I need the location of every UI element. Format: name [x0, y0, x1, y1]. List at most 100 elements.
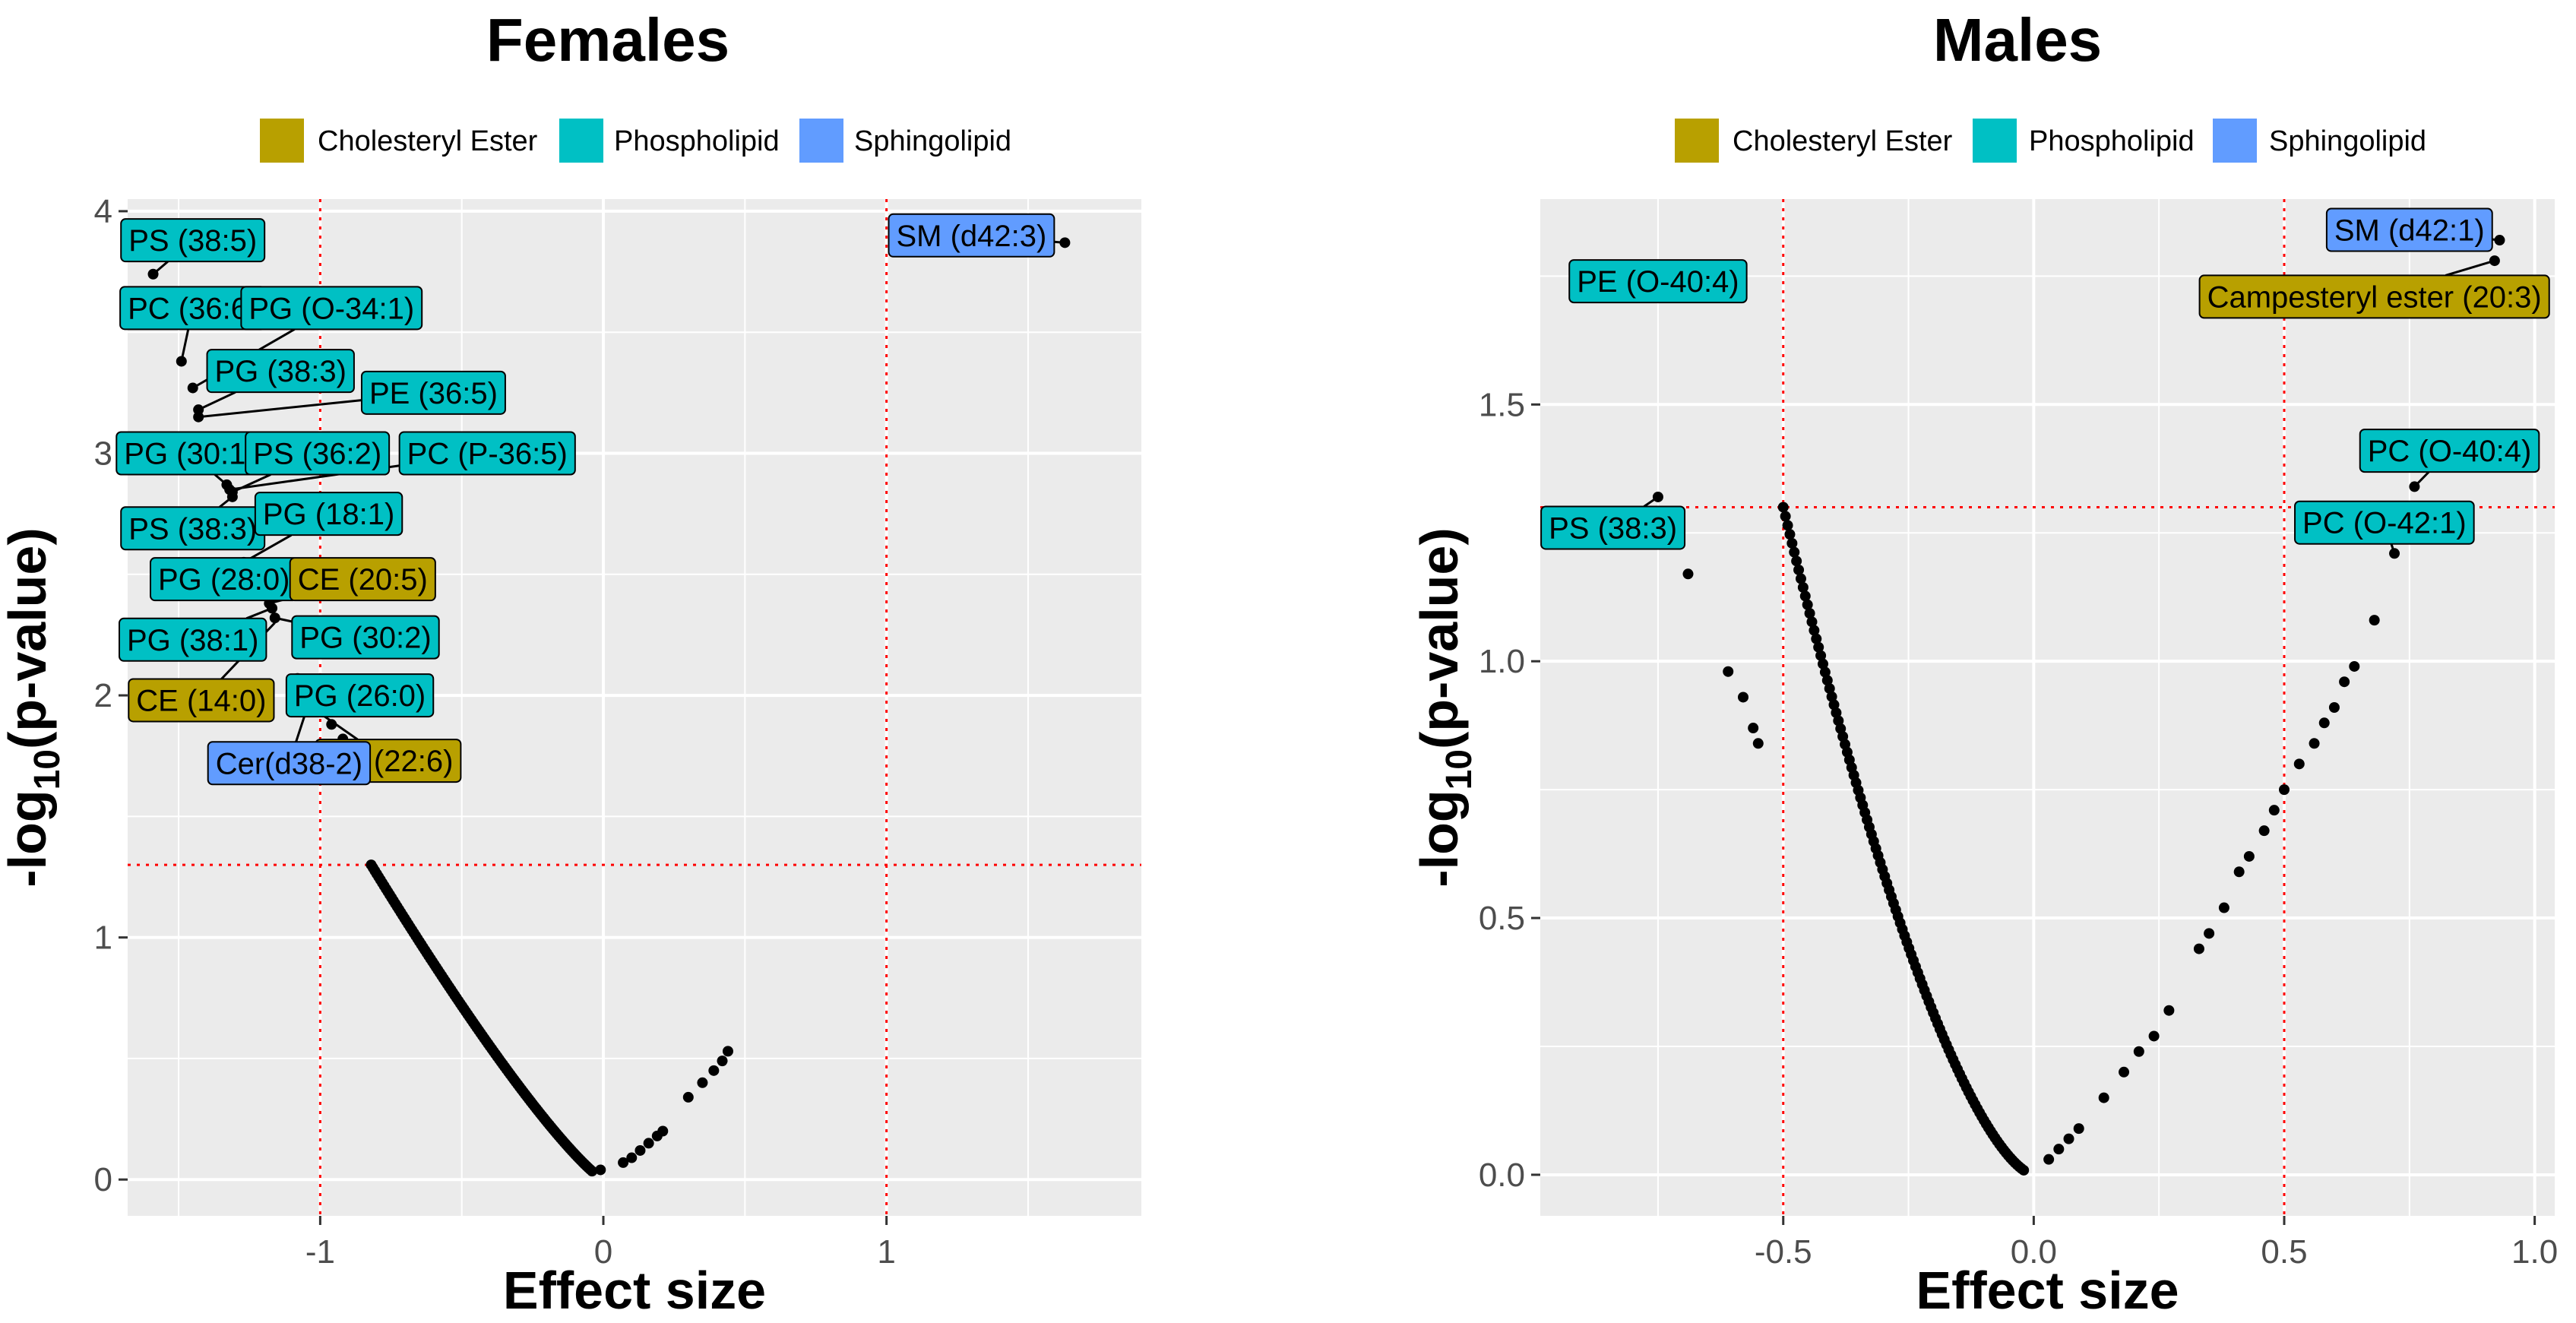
label-leader-line: [198, 399, 362, 419]
females-panel: Females Cholesteryl Ester Phospholipid Sphi…: [0, 6, 1141, 1320]
label-text: CE (20:5): [298, 563, 428, 597]
label-text: PE (O-40:4): [1577, 265, 1739, 299]
label-leader-line: [2492, 238, 2500, 242]
data-point: [2053, 1144, 2065, 1155]
label-box: [206, 349, 355, 394]
label-box: [1540, 505, 1686, 550]
legend-label: Phospholipid: [614, 125, 780, 157]
data-point: [1828, 699, 1840, 711]
label-box: [240, 286, 423, 331]
data-point: [643, 1138, 654, 1149]
legend-swatch-cholesteryl-ester: [1675, 119, 1719, 163]
label-leader-line: [219, 495, 233, 508]
data-point: [2098, 1092, 2109, 1103]
data-point: [1789, 546, 1800, 558]
label-text: PS (36:2): [253, 438, 381, 471]
data-point: [1748, 723, 1759, 734]
chart-title: Males: [1933, 6, 2102, 74]
label-box: [120, 218, 266, 263]
label-box: [2198, 274, 2550, 319]
data-point: [1831, 707, 1842, 718]
data-point: [2279, 784, 2290, 796]
label-text: PG (30:1): [124, 438, 255, 471]
data-point: [2133, 1046, 2144, 1057]
label-box: [285, 673, 435, 718]
data-point: [1777, 502, 1789, 513]
data-point: [697, 1077, 708, 1088]
label-box: [2294, 500, 2475, 545]
data-point: [1824, 683, 1835, 695]
data-point: [2018, 1164, 2030, 1176]
y-axis-title-suffix: (p-value): [0, 527, 57, 749]
data-point: [1791, 555, 1802, 567]
data-point: [1752, 738, 1764, 749]
data-point: [722, 1046, 733, 1057]
label-box: [119, 617, 267, 662]
x-tick-label: 0.0: [2011, 1233, 2057, 1271]
x-tick-label: -0.5: [1755, 1233, 1812, 1271]
data-point: [2243, 850, 2255, 862]
label-text: PC (O-40:4): [2368, 435, 2532, 468]
y-tick-label: 0.0: [1479, 1157, 1525, 1194]
label-text: PS (38:3): [128, 512, 257, 546]
y-tick-label: 1.5: [1479, 386, 1525, 423]
data-point: [717, 1056, 728, 1067]
data-point: [2233, 866, 2245, 878]
label-box: [2325, 207, 2493, 252]
males-panel: Males Cholesteryl Ester Phospholipid Sphing…: [1410, 6, 2558, 1320]
data-point: [1826, 691, 1837, 702]
data-point: [2309, 738, 2320, 749]
label-box: [360, 370, 506, 415]
label-box: [207, 741, 372, 786]
data-point: [1784, 529, 1796, 540]
data-point: [2339, 676, 2350, 688]
label-text: PC (O-42:1): [2302, 507, 2467, 540]
data-point: [1782, 520, 1793, 531]
data-point: [708, 1065, 720, 1076]
data-point: [682, 1091, 694, 1103]
chart-title: Females: [486, 6, 729, 74]
label-box: [245, 431, 391, 476]
label-text: Campesteryl ester (20:3): [2207, 280, 2542, 314]
y-axis-title-subscript: 10: [1439, 749, 1479, 790]
label-text: PS (38:5): [128, 224, 257, 258]
label-text: PS (38:3): [1549, 511, 1677, 545]
data-point: [1797, 582, 1809, 593]
y-tick-label: 3: [94, 435, 112, 473]
data-point: [1819, 666, 1831, 678]
y-axis-title-suffix: (p-value): [1410, 527, 1469, 749]
y-tick-label: 1.0: [1479, 643, 1525, 680]
label-leader-line: [274, 616, 293, 623]
data-point: [2218, 902, 2229, 913]
data-point: [2258, 825, 2270, 837]
legend-label: Cholesteryl Ester: [318, 125, 538, 157]
label-box: [2359, 429, 2540, 473]
x-tick-label: 0: [594, 1233, 612, 1271]
label-box: [398, 431, 576, 476]
data-point: [1682, 568, 1694, 580]
legend-label: Phospholipid: [2029, 125, 2195, 157]
data-point: [1793, 564, 1805, 575]
label-text: PG (38:1): [127, 624, 258, 657]
data-point: [2193, 943, 2204, 954]
y-tick-label: 0: [94, 1161, 112, 1198]
y-tick-label: 2: [94, 677, 112, 714]
label-text: CE (14:0): [136, 684, 266, 717]
data-point: [2369, 615, 2380, 626]
data-point: [1738, 692, 1748, 703]
y-axis-title-prefix: -log: [1410, 790, 1469, 887]
data-point: [2119, 1066, 2130, 1078]
data-point: [1780, 511, 1791, 522]
legend-swatch-sphingolipid: [2213, 119, 2257, 163]
data-point: [2163, 1005, 2175, 1016]
data-point: [2073, 1123, 2084, 1135]
data-point: [1723, 666, 1734, 677]
data-point: [587, 1166, 598, 1177]
data-point: [1817, 658, 1828, 669]
y-axis-title: -log10(p-value): [0, 527, 68, 887]
label-text: PC (36:6): [128, 292, 258, 325]
label-box: [1568, 259, 1748, 304]
data-point: [2063, 1133, 2074, 1144]
legend-swatch-cholesteryl-ester: [260, 119, 304, 163]
x-axis-title: Effect size: [503, 1261, 766, 1320]
